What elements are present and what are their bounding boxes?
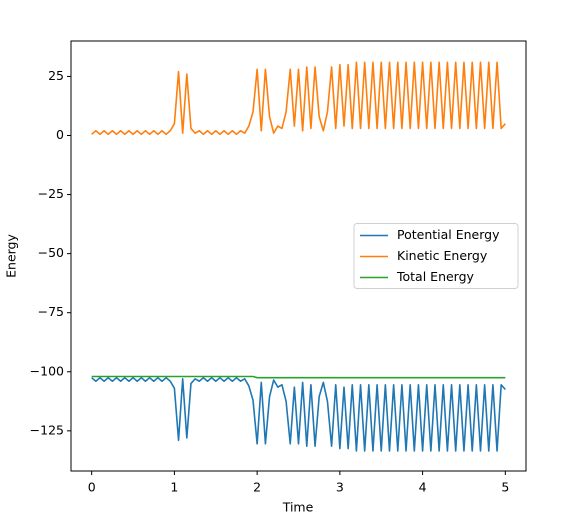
y-tick-label: −125 [30, 422, 64, 437]
x-tick-label: 3 [336, 480, 344, 495]
y-tick-label: −100 [30, 363, 64, 378]
y-tick-label: 25 [48, 68, 64, 83]
line [91, 61, 506, 136]
y-tick-label: −75 [38, 304, 64, 319]
legend-label: Kinetic Energy [397, 248, 488, 263]
x-axis-label: Time [282, 500, 314, 515]
y-tick-label: −25 [38, 186, 64, 201]
x-tick-label: 4 [419, 480, 427, 495]
x-tick-label: 1 [170, 480, 178, 495]
legend-label: Total Energy [396, 269, 475, 284]
x-tick-label: 5 [501, 480, 509, 495]
x-tick-label: 2 [253, 480, 261, 495]
legend-box [353, 223, 519, 289]
y-tick-label: −50 [38, 245, 64, 260]
plot-frame [70, 40, 527, 472]
y-tick-label: 0 [56, 127, 64, 142]
y-axis-label: Energy [4, 234, 19, 278]
x-tick-label: 0 [88, 480, 96, 495]
line [91, 375, 506, 379]
line [91, 376, 506, 452]
legend-label: Potential Energy [397, 227, 500, 242]
